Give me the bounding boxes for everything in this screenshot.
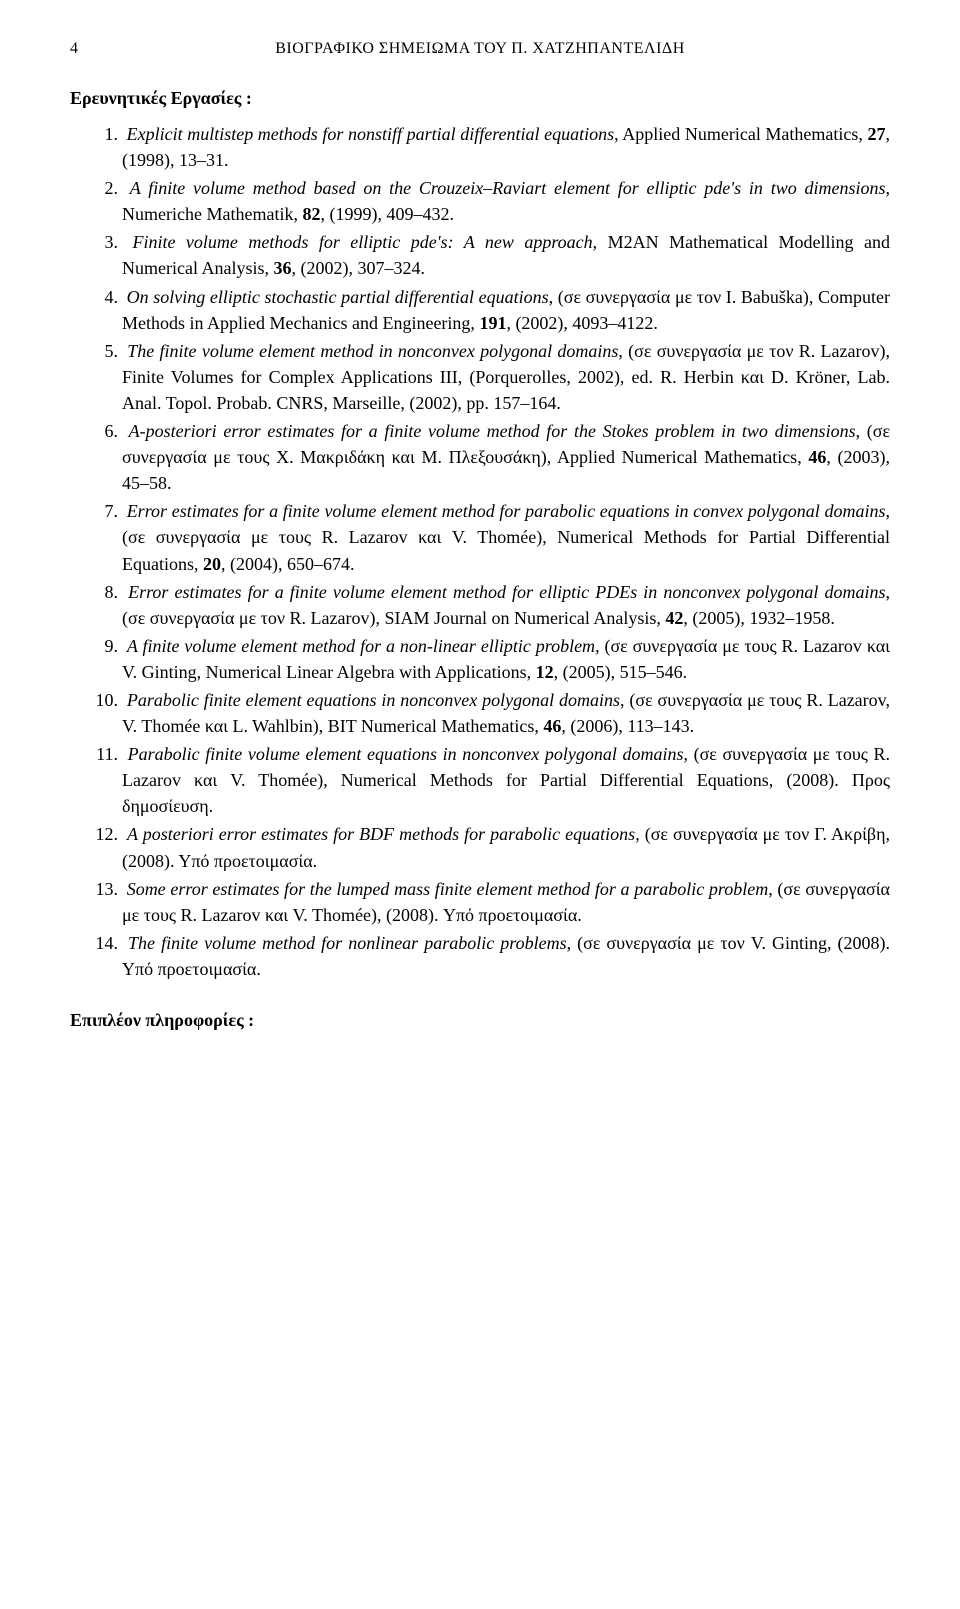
reference-number: 3. [90,229,118,255]
reference-item: 9. A finite volume element method for a … [70,633,890,685]
reference-volume: 36 [273,258,291,278]
reference-volume: 27 [868,124,886,144]
reference-volume: 46 [543,716,561,736]
reference-item: 10. Parabolic finite element equations i… [70,687,890,739]
reference-number: 12. [90,821,118,847]
reference-tail: , (2002), 4093–4122. [506,313,658,333]
running-header: ΒΙΟΓΡΑΦΙΚΟ ΣΗΜΕΙΩΜΑ ΤΟΥ Π. ΧΑΤΖΗΠΑΝΤΕΛΙΔ… [70,40,890,58]
reference-title: The finite volume element method in nonc… [127,341,618,361]
reference-title: The finite volume method for nonlinear p… [128,933,567,953]
reference-item: 8. Error estimates for a finite volume e… [70,579,890,631]
reference-number: 7. [90,498,118,524]
reference-volume: 12 [536,662,554,682]
reference-title: A-posteriori error estimates for a finit… [129,421,856,441]
reference-title: Error estimates for a finite volume elem… [127,501,886,521]
reference-title: Finite volume methods for elliptic pde's… [132,232,592,252]
reference-item: 5. The finite volume element method in n… [70,338,890,416]
reference-volume: 46 [808,447,826,467]
reference-details: , Applied Numerical Mathematics, [614,124,867,144]
reference-title: A finite volume method based on the Crou… [130,178,886,198]
reference-item: 1. Explicit multistep methods for nonsti… [70,121,890,173]
reference-number: 13. [90,876,118,902]
reference-title: Some error estimates for the lumped mass… [127,879,769,899]
reference-title: Explicit multistep methods for nonstiff … [127,124,615,144]
reference-item: 14. The finite volume method for nonline… [70,930,890,982]
reference-item: 13. Some error estimates for the lumped … [70,876,890,928]
reference-volume: 191 [479,313,506,333]
reference-volume: 42 [665,608,683,628]
reference-tail: , (2005), 1932–1958. [683,608,835,628]
reference-tail: , (2006), 113–143. [561,716,694,736]
reference-tail: , (1999), 409–432. [320,204,454,224]
reference-number: 9. [90,633,118,659]
reference-list: 1. Explicit multistep methods for nonsti… [70,121,890,982]
reference-tail: , (2004), 650–674. [221,554,355,574]
reference-number: 8. [90,579,118,605]
reference-item: 2. A finite volume method based on the C… [70,175,890,227]
reference-number: 4. [90,284,118,310]
reference-number: 11. [90,741,118,767]
reference-number: 10. [90,687,118,713]
reference-volume: 20 [203,554,221,574]
reference-number: 6. [90,418,118,444]
page-number: 4 [70,40,78,58]
reference-item: 11. Parabolic finite volume element equa… [70,741,890,819]
reference-item: 12. A posteriori error estimates for BDF… [70,821,890,873]
reference-volume: 82 [302,204,320,224]
reference-number: 14. [90,930,118,956]
reference-title: A posteriori error estimates for BDF met… [127,824,635,844]
reference-number: 5. [90,338,118,364]
reference-tail: , (2005), 515–546. [554,662,688,682]
reference-title: A finite volume element method for a non… [127,636,595,656]
reference-tail: , (2002), 307–324. [291,258,425,278]
reference-title: On solving elliptic stochastic partial d… [127,287,549,307]
reference-item: 4. On solving elliptic stochastic partia… [70,284,890,336]
reference-title: Parabolic finite volume element equation… [128,744,684,764]
footer-heading: Επιπλέον πληροφορίες : [70,1010,890,1031]
reference-title: Parabolic finite element equations in no… [127,690,620,710]
reference-number: 1. [90,121,118,147]
reference-number: 2. [90,175,118,201]
section-heading: Ερευνητικές Εργασίες : [70,88,890,109]
reference-item: 3. Finite volume methods for elliptic pd… [70,229,890,281]
reference-item: 7. Error estimates for a finite volume e… [70,498,890,576]
reference-title: Error estimates for a finite volume elem… [128,582,885,602]
reference-item: 6. A-posteriori error estimates for a fi… [70,418,890,496]
